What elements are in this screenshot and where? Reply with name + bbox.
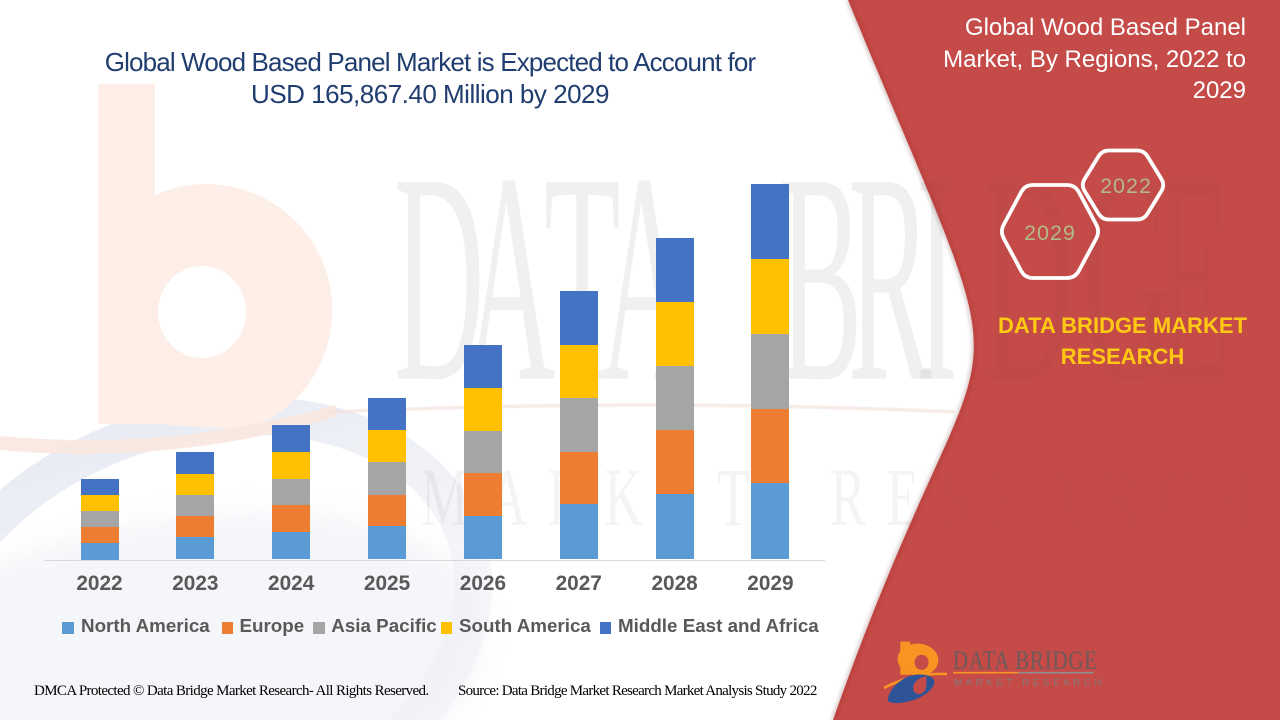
svg-text:2029: 2029 [1024,221,1076,245]
svg-text:MARKET RESEARCH: MARKET RESEARCH [954,678,1105,689]
svg-text:2022: 2022 [1100,174,1152,198]
svg-text:MARKET RESEARCH: MARKET RESEARCH [421,452,1275,544]
svg-text:R: R [848,111,931,444]
svg-text:DATA BRIDGE: DATA BRIDGE [953,647,1098,676]
svg-text:B: B [779,111,862,444]
